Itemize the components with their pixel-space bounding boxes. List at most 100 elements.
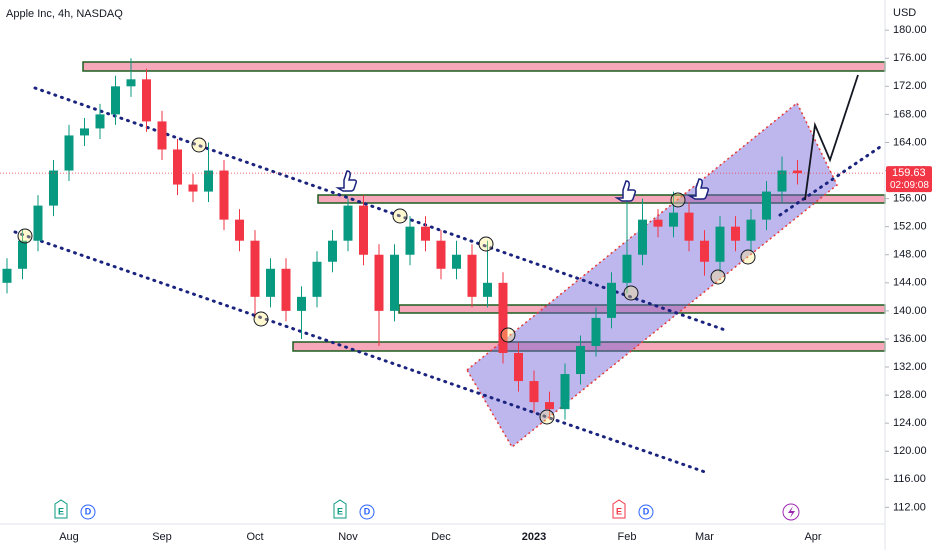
candle-body: [560, 374, 570, 410]
drawings: [13, 61, 886, 474]
candle-body: [498, 282, 508, 353]
projection-path: [804, 74, 859, 201]
thumbs: [335, 170, 710, 202]
candle-body: [266, 268, 275, 297]
candle-body: [436, 240, 446, 269]
x-tick-label: Sep: [152, 531, 172, 543]
candle-body: [638, 219, 647, 255]
candle-body: [545, 402, 554, 410]
candle-body: [188, 184, 198, 192]
touch-point: [539, 409, 555, 425]
candle-body: [126, 79, 136, 87]
candle-body: [49, 170, 58, 206]
y-tick-label: 116.00: [893, 473, 926, 485]
event-label: E: [616, 506, 622, 516]
candle-body: [591, 317, 601, 346]
trend-line: [778, 145, 882, 217]
y-tick-label: 112.00: [893, 501, 926, 513]
candle-body: [793, 170, 802, 174]
touch-point: [478, 236, 494, 252]
candle-body: [80, 128, 89, 136]
event-label: D: [643, 506, 650, 516]
candle-body: [405, 226, 415, 255]
event-label: D: [364, 506, 371, 516]
candle-body: [746, 219, 756, 241]
touch-point: [191, 137, 207, 153]
y-tick-label: 140.00: [893, 305, 927, 317]
y-tick-label: 136.00: [893, 333, 927, 345]
candle-body: [359, 205, 368, 255]
candle-body: [700, 240, 709, 262]
candle-body: [777, 170, 787, 192]
candle-body: [684, 212, 694, 241]
candle-body: [762, 191, 771, 220]
touch-point: [710, 269, 726, 285]
candle-body: [467, 254, 477, 297]
last-price-label: 159.63: [892, 167, 926, 179]
candle-body: [281, 268, 291, 311]
rising-channel: [466, 101, 838, 449]
earnings-icon: [54, 499, 68, 519]
candle-body: [374, 254, 384, 311]
x-tick-label: Feb: [618, 531, 637, 543]
resistance-zone: [82, 61, 886, 72]
candle-body: [328, 240, 337, 262]
touch-point: [740, 249, 756, 265]
x-tick-label: Oct: [246, 531, 263, 543]
event-label: D: [85, 506, 92, 516]
candle-body: [64, 135, 74, 171]
x-tick-label: 2023: [522, 531, 546, 543]
y-tick-label: 168.00: [893, 108, 927, 120]
touch-point: [623, 285, 639, 301]
candle-body: [576, 345, 585, 375]
y-tick-label: 128.00: [893, 389, 927, 401]
thumbs-up-icon: [687, 178, 710, 200]
thumbs-up-icon: [614, 180, 637, 202]
touch-point: [500, 327, 516, 343]
candle-body: [142, 79, 151, 122]
candle-body: [483, 282, 492, 297]
y-tick-label: 132.00: [893, 361, 927, 373]
candle-body: [312, 261, 322, 297]
touch-points: [17, 137, 756, 425]
y-tick-label: 156.00: [893, 193, 927, 205]
touch-point: [670, 192, 686, 208]
y-tick-label: 172.00: [893, 80, 927, 92]
y-tick-label: 144.00: [893, 277, 927, 289]
x-tick-label: Apr: [804, 531, 821, 543]
candle-body: [514, 352, 523, 382]
candle-body: [653, 219, 663, 227]
candle-body: [250, 240, 260, 297]
candle-body: [111, 86, 120, 115]
dividend-icon: [638, 504, 654, 520]
candle-body: [33, 205, 43, 241]
axes: 112.00 116.00 120.00 124.00 128.00 132.00 136.…: [59, 24, 926, 543]
earnings-icon: [612, 499, 626, 519]
touch-point: [253, 311, 269, 327]
countdown: 02:09:08: [890, 180, 929, 191]
dividend-icon: [80, 504, 96, 520]
touch-point: [17, 228, 33, 244]
y-tick-label: 120.00: [893, 445, 927, 457]
candle-body: [607, 282, 616, 318]
candle-body: [343, 205, 353, 241]
x-tick-label: Nov: [338, 531, 358, 543]
event-label: E: [337, 506, 343, 516]
touch-point: [392, 208, 408, 224]
candle-body: [529, 381, 539, 403]
x-tick-label: Dec: [431, 531, 451, 543]
thumbs-up-icon: [335, 170, 358, 192]
candle-body: [18, 240, 27, 269]
y-tick-label: 152.00: [893, 221, 927, 233]
candle-body: [390, 254, 399, 311]
earnings-icon: [333, 499, 347, 519]
candle-body: [157, 121, 167, 150]
chart-title: Apple Inc, 4h, NASDAQ: [6, 8, 123, 20]
y-tick-label: 148.00: [893, 249, 927, 261]
candle-body: [173, 149, 182, 185]
event-label: E: [58, 506, 64, 516]
trend-line: [13, 230, 707, 474]
candle-body: [715, 226, 725, 262]
candle-body: [622, 254, 632, 283]
